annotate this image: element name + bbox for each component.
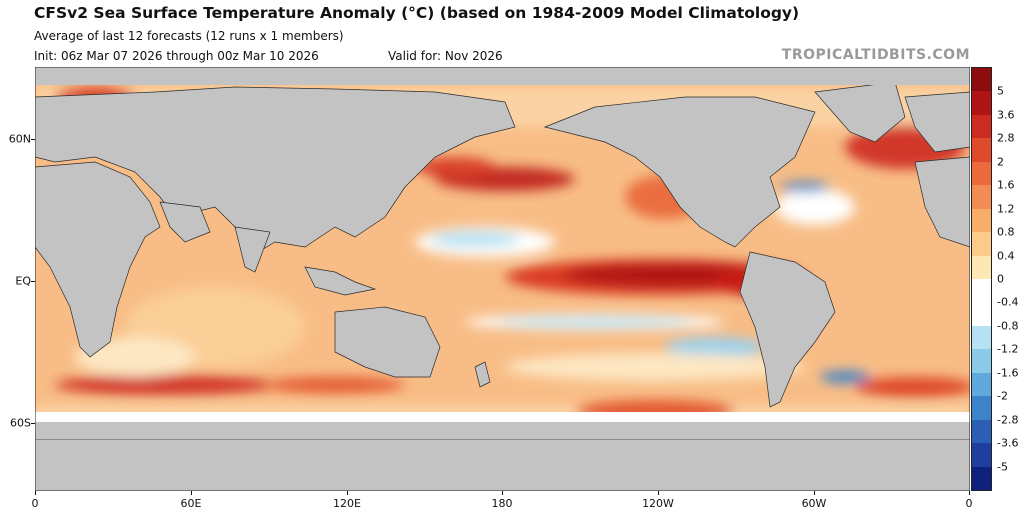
xlabel-0: 0 xyxy=(31,497,39,510)
colorbar-segment xyxy=(972,279,991,303)
colorbar-label: 0 xyxy=(997,272,1004,286)
colorbar-segment xyxy=(972,419,991,444)
xlabel-60w: 60W xyxy=(801,497,827,510)
colorbar-label: 1.2 xyxy=(997,202,1015,216)
africa xyxy=(35,161,161,358)
colorbar-label: 0.4 xyxy=(997,249,1015,263)
north-america xyxy=(543,96,816,248)
africa-east-wrap xyxy=(914,156,970,248)
ylabel-60n: 60N xyxy=(8,132,31,146)
arctic-ice xyxy=(35,67,970,85)
ylabel-60s: 60S xyxy=(10,416,31,430)
xlabel-0-right: 0 xyxy=(965,497,973,510)
colorbar-segment xyxy=(972,161,991,186)
new-zealand xyxy=(474,361,491,388)
colorbar-segment xyxy=(972,349,991,374)
colorbar-segment xyxy=(972,208,991,233)
chart-title: CFSv2 Sea Surface Temperature Anomaly (°… xyxy=(34,4,800,22)
antarctica xyxy=(35,438,970,491)
colorbar-segment xyxy=(972,396,991,421)
colorbar-segment xyxy=(972,302,991,327)
land-masses xyxy=(35,81,970,491)
australia xyxy=(334,306,441,378)
xlabel-180: 180 xyxy=(491,497,513,510)
colorbar-segment xyxy=(972,443,991,468)
watermark-brand: TROPICALTIDBITS.COM xyxy=(781,47,970,63)
colorbar-label: 2 xyxy=(997,155,1004,169)
chart-subtitle: Average of last 12 forecasts (12 runs x … xyxy=(34,29,344,43)
ytick-60s xyxy=(31,423,35,424)
colorbar xyxy=(971,67,992,491)
colorbar-segment xyxy=(972,114,991,139)
map-canvas xyxy=(35,67,970,491)
colorbar-segment xyxy=(972,255,991,280)
south-america xyxy=(739,251,836,408)
europe-wrap xyxy=(904,91,970,153)
xlabel-120e: 120E xyxy=(333,497,361,510)
colorbar-label: -5 xyxy=(997,460,1008,474)
colorbar-label: 0.8 xyxy=(997,225,1015,239)
xlabel-60e: 60E xyxy=(180,497,202,510)
colorbar-segment xyxy=(972,68,991,92)
arabia xyxy=(159,201,211,243)
colorbar-segment xyxy=(972,325,991,350)
eurasia xyxy=(35,86,516,258)
sst-anomaly-map xyxy=(35,67,970,491)
colorbar-label: -1.2 xyxy=(997,342,1019,356)
xlabel-120w: 120W xyxy=(642,497,674,510)
colorbar-label: -2.8 xyxy=(997,413,1019,427)
colorbar-label: -2 xyxy=(997,389,1008,403)
colorbar-segment xyxy=(972,185,991,210)
colorbar-label: 1.6 xyxy=(997,178,1015,192)
indonesia xyxy=(304,266,377,296)
india xyxy=(234,226,271,273)
colorbar-segment xyxy=(972,232,991,257)
colorbar-label: -0.4 xyxy=(997,295,1019,309)
ytick-eq xyxy=(31,281,35,282)
valid-time-label: Valid for: Nov 2026 xyxy=(388,49,503,63)
colorbar-label: -1.6 xyxy=(997,366,1019,380)
colorbar-label: 3.6 xyxy=(997,108,1015,122)
colorbar-segment xyxy=(972,138,991,163)
colorbar-segment xyxy=(972,466,991,491)
colorbar-segment xyxy=(972,91,991,116)
colorbar-segment xyxy=(972,372,991,397)
ytick-60n xyxy=(31,139,35,140)
colorbar-label: -0.8 xyxy=(997,319,1019,333)
ylabel-eq: EQ xyxy=(15,274,31,288)
colorbar-label: -3.6 xyxy=(997,436,1019,450)
colorbar-label: 5 xyxy=(997,84,1004,98)
colorbar-label: 2.8 xyxy=(997,131,1015,145)
init-time-label: Init: 06z Mar 07 2026 through 00z Mar 10… xyxy=(34,49,319,63)
